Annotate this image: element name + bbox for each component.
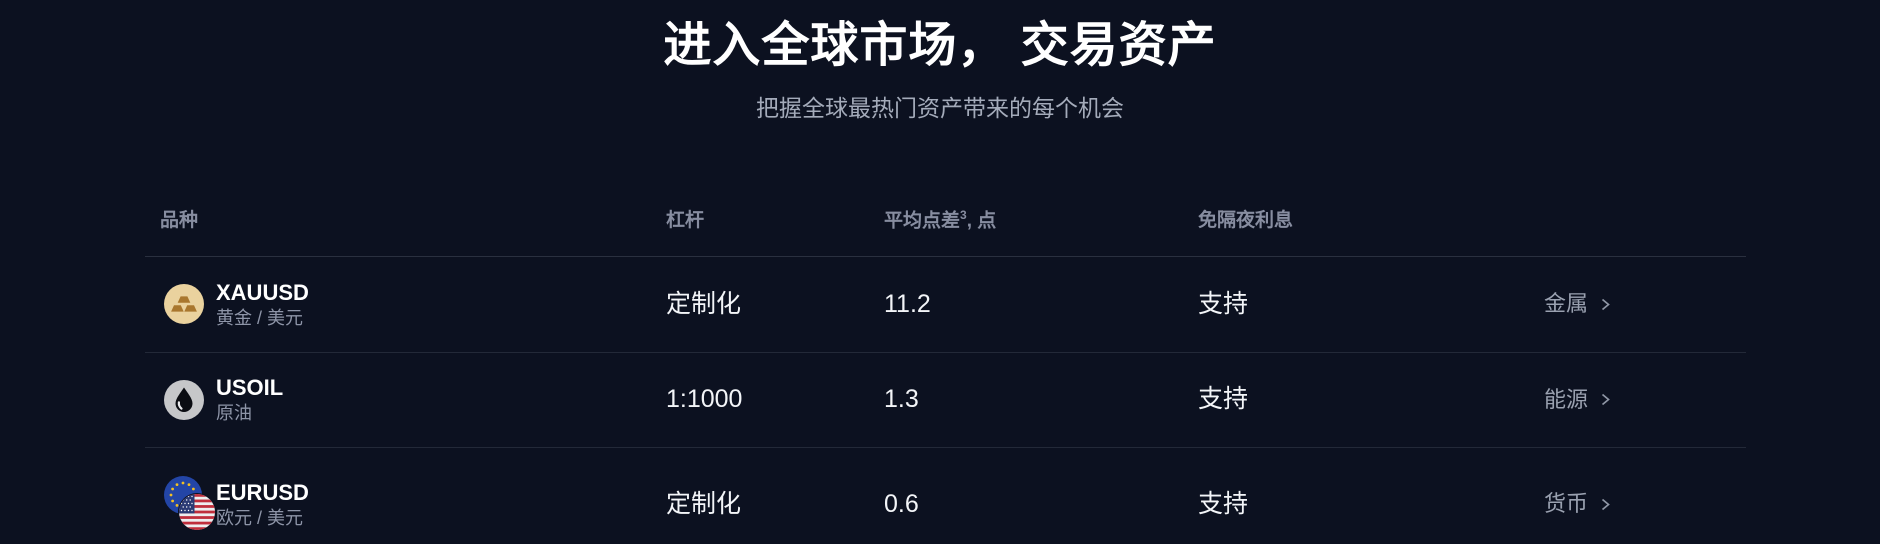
instrument-symbol: EURUSD: [216, 479, 309, 505]
header-spread-footnote: 3: [960, 207, 967, 222]
category-link-metals[interactable]: 金属: [1544, 293, 1612, 315]
category-link-energy[interactable]: 能源: [1544, 386, 1612, 412]
instrument-cell: USOIL 原油: [164, 353, 283, 448]
chevron-right-icon: [1601, 298, 1610, 310]
eur-usd-flags-icon: [164, 476, 216, 532]
page-title: 进入全球市场， 交易资产: [663, 19, 1217, 72]
instrument-symbol: USOIL: [216, 375, 284, 401]
swap-free-value: 支持: [1198, 489, 1249, 518]
header-instrument: 品种: [160, 210, 199, 231]
leverage-value: 定制化: [666, 289, 742, 318]
gold-bars-icon: [164, 284, 216, 325]
instrument-cell: EURUSD 欧元 / 美元: [164, 448, 309, 544]
instrument-names: XAUUSD 黄金 / 美元: [216, 279, 309, 328]
instruments-table: 品种 杠杆 平均点差3, 点 免隔夜利息 XAUUSD 黄金 / 美元: [145, 190, 1746, 544]
header-spread-unit: , 点: [966, 210, 997, 231]
category-cell: 能源: [1544, 353, 1612, 448]
oil-drop-icon: [164, 379, 216, 420]
category-cell: 货币: [1544, 448, 1612, 544]
header-average-spread: 平均点差3, 点: [884, 209, 996, 230]
category-label: 金属: [1544, 291, 1589, 317]
spread-value: 11.2: [884, 289, 931, 318]
category-link-currencies[interactable]: 货币: [1544, 493, 1612, 515]
category-cell: 金属: [1544, 257, 1612, 352]
table-row-usoil: USOIL 原油 1:1000 1.3 支持 能源: [145, 353, 1746, 448]
instrument-symbol: XAUUSD: [216, 279, 309, 305]
spread-value: 1.3: [884, 385, 919, 414]
swap-free-value: 支持: [1198, 385, 1249, 414]
instrument-name: 原油: [216, 403, 252, 424]
category-label: 货币: [1544, 491, 1589, 516]
swap-free-value: 支持: [1198, 289, 1249, 318]
leverage-value: 1:1000: [666, 385, 743, 414]
instrument-cell: XAUUSD 黄金 / 美元: [164, 257, 309, 352]
header-leverage: 杠杆: [666, 210, 705, 231]
instrument-name: 黄金 / 美元: [216, 307, 304, 328]
leverage-value: 定制化: [666, 489, 742, 518]
table-row-eurusd: EURUSD 欧元 / 美元 定制化 0.6 支持 货币: [145, 448, 1746, 544]
instrument-name: 欧元 / 美元: [216, 507, 304, 528]
category-label: 能源: [1544, 386, 1589, 412]
chevron-right-icon: [1601, 498, 1610, 510]
page-subtitle: 把握全球最热门资产带来的每个机会: [756, 95, 1124, 121]
spread-value: 0.6: [884, 489, 919, 518]
table-header-row: 品种 杠杆 平均点差3, 点 免隔夜利息: [145, 190, 1746, 257]
chevron-right-icon: [1601, 394, 1610, 406]
table-row-xauusd: XAUUSD 黄金 / 美元 定制化 11.2 支持 金属: [145, 257, 1746, 353]
header-spread-main: 平均点差: [884, 210, 961, 231]
header-swap-free: 免隔夜利息: [1198, 210, 1294, 231]
instrument-names: EURUSD 欧元 / 美元: [216, 479, 309, 528]
instrument-names: USOIL 原油: [216, 375, 284, 424]
